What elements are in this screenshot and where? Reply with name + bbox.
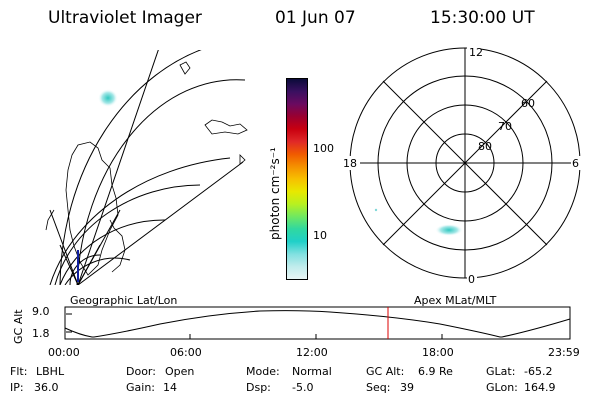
lat-label-80: 80 <box>478 140 492 153</box>
latitude-circle <box>59 219 166 285</box>
meridian-line <box>49 209 79 285</box>
meridian-line <box>59 244 79 285</box>
altitude-plot-frame <box>64 306 571 340</box>
coastline <box>65 141 119 276</box>
aurora-dot <box>374 208 378 212</box>
magnetic-polar-plot: 12 0 18 6 80 70 60 <box>342 44 581 286</box>
info-label: GLat: <box>486 365 516 378</box>
colorbar-axis-label: photon cm⁻²s⁻¹ <box>268 147 282 240</box>
mlt-diagonal <box>382 80 548 246</box>
mlt-label-6: 6 <box>572 157 579 170</box>
lat-label-70: 70 <box>498 120 512 133</box>
info-value: 39 <box>400 381 414 394</box>
meridian-line <box>77 244 101 285</box>
latitude-circle <box>59 50 202 285</box>
info-label: Gain: <box>126 381 155 394</box>
info-value: -5.0 <box>292 381 314 394</box>
coastline <box>45 209 55 231</box>
info-label: Seq: <box>366 381 391 394</box>
meridian-line <box>77 50 159 285</box>
geographic-map <box>45 50 248 285</box>
info-label: GC Alt: <box>366 365 405 378</box>
date-label: 01 Jun 07 <box>275 8 356 28</box>
time-label: 15:30:00 UT <box>430 8 535 28</box>
time-tick-0000: 00:00 <box>48 346 80 359</box>
colorbar-tick-10: 10 <box>313 229 327 242</box>
info-label: Door: <box>126 365 156 378</box>
coastline <box>204 119 248 135</box>
geographic-map-label: Geographic Lat/Lon <box>70 294 178 307</box>
altitude-curve <box>64 310 571 338</box>
coastline <box>109 219 126 273</box>
instrument-title: Ultraviolet Imager <box>48 8 202 28</box>
latitude-circle <box>64 257 131 285</box>
info-value: Normal <box>292 365 332 378</box>
aurora-spot <box>98 89 118 107</box>
aurora-spot <box>435 224 463 236</box>
info-value: -65.2 <box>524 365 553 378</box>
info-value: LBHL <box>36 365 65 378</box>
info-value: 164.9 <box>524 381 556 394</box>
info-label: Dsp: <box>246 381 271 394</box>
info-value: 36.0 <box>34 381 59 394</box>
info-label: GLon: <box>486 381 518 394</box>
colorbar <box>286 78 308 280</box>
colorbar-gradient <box>287 79 307 279</box>
info-label: Flt: <box>10 365 28 378</box>
time-tick-2359: 23:59 <box>548 346 580 359</box>
info-label: Mode: <box>246 365 280 378</box>
altitude-tick-low: 1.8 <box>32 327 50 340</box>
latitude-circle <box>54 184 201 285</box>
altitude-axis-label: GC Alt <box>12 309 25 344</box>
latitude-circle <box>76 79 246 285</box>
altitude-tick-high: 9.0 <box>32 305 50 318</box>
info-value: 14 <box>163 381 177 394</box>
altitude-plot <box>64 306 571 340</box>
mlt-label-12: 12 <box>469 46 483 59</box>
lat-label-60: 60 <box>521 97 535 110</box>
coastline <box>179 61 191 75</box>
coastline <box>239 154 246 165</box>
colorbar-tick-100: 100 <box>313 142 334 155</box>
info-value: 6.9 Re <box>418 365 453 378</box>
mlt-label-0: 0 <box>468 273 475 286</box>
mlt-label-18: 18 <box>343 157 357 170</box>
info-label: IP: <box>10 381 24 394</box>
time-tick-1200: 12:00 <box>296 346 328 359</box>
magnetic-map-label: Apex MLat/MLT <box>414 294 497 307</box>
latitude-circle <box>49 157 231 285</box>
time-tick-0600: 06:00 <box>170 346 202 359</box>
meridian-line <box>77 161 244 285</box>
info-value: Open <box>165 365 195 378</box>
time-tick-1800: 18:00 <box>422 346 454 359</box>
